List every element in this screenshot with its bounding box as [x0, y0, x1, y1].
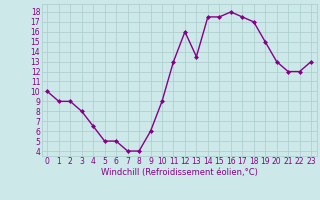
- X-axis label: Windchill (Refroidissement éolien,°C): Windchill (Refroidissement éolien,°C): [101, 168, 258, 177]
